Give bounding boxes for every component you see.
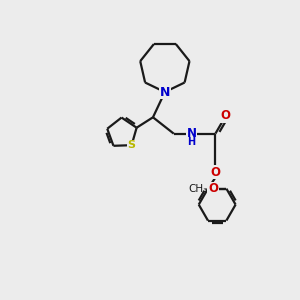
Text: CH₃: CH₃: [188, 184, 208, 194]
Text: N: N: [187, 127, 196, 140]
Text: S: S: [128, 140, 136, 150]
Text: H: H: [188, 137, 196, 147]
Text: O: O: [210, 166, 220, 179]
Text: O: O: [221, 109, 231, 122]
Text: O: O: [208, 182, 218, 195]
Text: N: N: [160, 85, 170, 98]
